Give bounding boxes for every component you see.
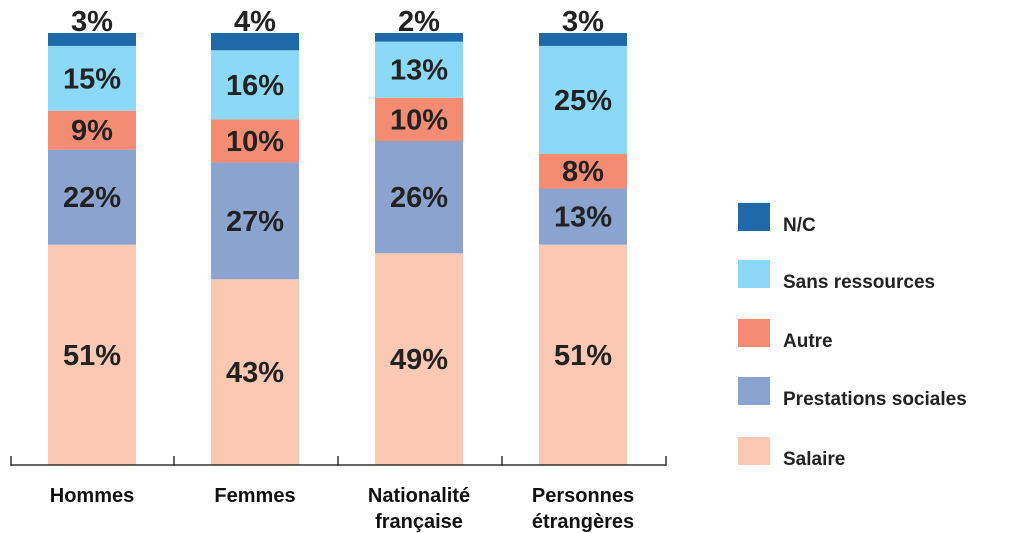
data-label-autre-femmes: 10% [226, 126, 284, 158]
legend-label-prestations-sociales: Prestations sociales [783, 389, 967, 410]
legend-label-sans-ressources: Sans ressources [783, 272, 935, 293]
legend: N/C Sans ressources Autre Prestations socia… [738, 203, 967, 470]
bar-segment-autre-nationalite-francaise [375, 97, 463, 141]
bar-segment-prestations-sociales-nationalite-francaise [375, 141, 463, 254]
data-label-prestations-sociales-personnes-etrangeres: 13% [554, 202, 612, 234]
data-label-n-c-personnes-etrangeres: 3% [562, 6, 604, 38]
x-axis [10, 456, 667, 466]
category-labels: Hommes Femmes Nationalité française Personne… [50, 485, 634, 533]
data-label-prestations-sociales-femmes: 27% [226, 206, 284, 238]
category-label-femmes: Femmes [214, 485, 295, 507]
data-label-autre-hommes: 9% [71, 115, 113, 147]
data-label-n-c-hommes: 3% [71, 6, 113, 38]
bar-segment-n-c-femmes [211, 33, 299, 51]
bar-segment-sans-ressources-nationalite-francaise [375, 41, 463, 98]
data-label-salaire-femmes: 43% [226, 357, 284, 389]
legend-label-autre: Autre [783, 331, 833, 352]
category-label-nationalite-francaise: Nationalité française [368, 485, 470, 533]
data-label-sans-ressources-hommes: 15% [63, 63, 121, 95]
legend-swatch-salaire [738, 437, 770, 465]
category-label-personnes-etrangeres: Personnes étrangères [532, 485, 634, 533]
bar-segment-autre-femmes [211, 119, 299, 163]
legend-label-salaire: Salaire [783, 449, 845, 470]
data-label-salaire-personnes-etrangeres: 51% [554, 340, 612, 372]
bar-segment-n-c-hommes [48, 33, 136, 46]
data-label-autre-nationalite-francaise: 10% [390, 104, 448, 136]
data-label-autre-personnes-etrangeres: 8% [562, 156, 604, 188]
bar-segment-prestations-sociales-personnes-etrangeres [539, 188, 627, 245]
bar-segment-sans-ressources-hommes [48, 45, 136, 111]
data-label-prestations-sociales-hommes: 22% [63, 182, 121, 214]
bar-segment-salaire-femmes [211, 279, 299, 465]
data-label-salaire-nationalite-francaise: 49% [390, 344, 448, 376]
bar-segment-autre-hommes [48, 110, 136, 150]
bar-segment-sans-ressources-femmes [211, 50, 299, 120]
data-label-prestations-sociales-nationalite-francaise: 26% [390, 182, 448, 214]
bar-segment-prestations-sociales-femmes [211, 162, 299, 280]
bar-segment-sans-ressources-personnes-etrangeres [539, 45, 627, 154]
data-label-sans-ressources-femmes: 16% [226, 70, 284, 102]
bar-segment-autre-personnes-etrangeres [539, 153, 627, 189]
data-label-n-c-nationalite-francaise: 2% [398, 6, 440, 38]
bar-segment-salaire-personnes-etrangeres [539, 244, 627, 465]
legend-swatch-prestations-sociales [738, 377, 770, 405]
data-label-sans-ressources-personnes-etrangeres: 25% [554, 85, 612, 117]
bar-segment-n-c-nationalite-francaise [375, 33, 463, 42]
bar-segment-n-c-personnes-etrangeres [539, 33, 627, 46]
bar-segment-salaire-hommes [48, 244, 136, 465]
category-label-hommes: Hommes [50, 485, 134, 507]
legend-swatch-autre [738, 319, 770, 347]
legend-swatch-n-c [738, 203, 770, 231]
legend-label-n-c: N/C [783, 215, 816, 236]
bar-segment-salaire-nationalite-francaise [375, 253, 463, 465]
bar-segment-prestations-sociales-hommes [48, 149, 136, 245]
legend-swatch-sans-ressources [738, 260, 770, 288]
data-label-salaire-hommes: 51% [63, 340, 121, 372]
data-label-n-c-femmes: 4% [234, 6, 276, 38]
data-label-sans-ressources-nationalite-francaise: 13% [390, 55, 448, 87]
bars-group: 51% 22% 9% 15% 3% 43% 27% 10% 16% 4% 49% 26% 10% 13% 2… [48, 6, 627, 465]
